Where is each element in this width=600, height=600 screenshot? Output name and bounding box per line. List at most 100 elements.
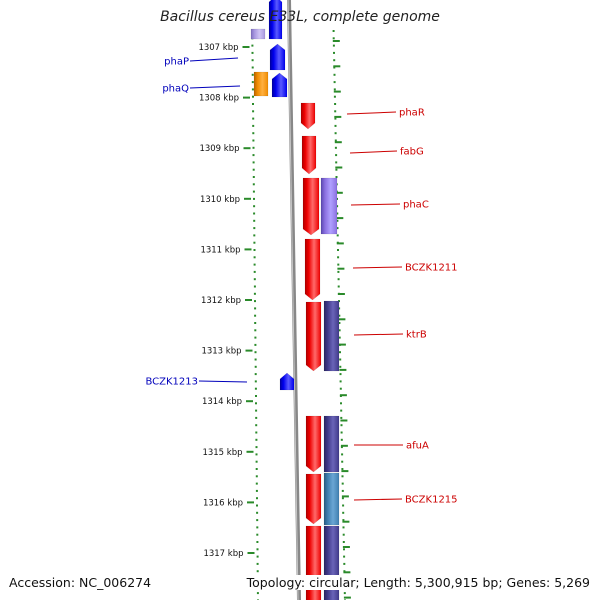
tick-label: 1313 kbp: [201, 347, 241, 357]
tick-mark: [245, 349, 253, 352]
tick-track-left-dot: [252, 95, 254, 98]
tick-track-left-dot: [256, 592, 259, 595]
tick-track-right-dot: [339, 365, 342, 368]
tick-track-right-dot: [333, 95, 336, 98]
tick-track-right-dot: [334, 110, 337, 113]
tick-track-right-dot: [338, 336, 341, 339]
tick-track-right-major: [337, 293, 345, 295]
tick-track-right-major: [342, 520, 350, 523]
tick-track-right-dot: [335, 176, 338, 178]
gene-phaq-orange: [253, 71, 269, 97]
tick-track-right-dot: [342, 511, 345, 514]
gene-ktrb-companion: [323, 300, 340, 372]
tick-track-right-major: [333, 65, 341, 68]
tick-mark: [246, 450, 254, 453]
tick-track-right-dot: [333, 51, 335, 54]
genome-backbone-highlight: [287, 0, 299, 600]
tick-track-right-dot: [341, 475, 344, 478]
tick-track-right-major: [343, 596, 351, 599]
tick-track-right-dot: [336, 234, 339, 237]
tick-track-right-dot: [340, 416, 343, 419]
accession-label: Accession: NC_006274: [8, 575, 153, 590]
tick-track-left-dot: [252, 183, 255, 186]
tick-track-left-dot: [255, 416, 258, 419]
tick-mark: [243, 96, 250, 99]
tick-track-left-dot: [254, 365, 257, 368]
gene-phaq: [271, 72, 288, 98]
tick-track-right-dot: [342, 533, 345, 536]
leader-line-phac: [350, 203, 401, 206]
tick-track-left-dot: [252, 161, 255, 164]
tick-track-right-dot: [334, 132, 337, 135]
tick-track-right-dot: [337, 285, 340, 288]
tick-track-right-dot: [341, 497, 344, 500]
tick-track-left-dot: [255, 431, 258, 434]
tick-track-right-dot: [335, 161, 338, 164]
tick-track-left-dot: [255, 460, 258, 463]
tick-track-left-dot: [252, 168, 255, 171]
tick-mark: [242, 46, 250, 48]
tick-track-left-dot: [256, 526, 259, 529]
leader-line-bczk1213: [198, 380, 248, 383]
tick-track-left-dot: [253, 234, 256, 237]
tick-track-left-dot: [252, 176, 255, 178]
tick-track-left-dot: [251, 88, 254, 91]
tick-track-left-dot: [256, 519, 259, 522]
tick-track-right-major: [338, 343, 346, 346]
tick-track-left-dot: [255, 475, 258, 478]
tick-label: 1310 kbp: [200, 195, 240, 205]
tick-track-right-major: [343, 571, 351, 574]
tick-track-right-dot: [341, 489, 344, 492]
tick-track-left-dot: [254, 336, 257, 339]
tick-track-left-dot: [252, 103, 254, 105]
tick-track-right-dot: [343, 555, 346, 558]
tick-track-right-dot: [343, 570, 346, 573]
tick-track-right-dot: [334, 146, 337, 149]
tick-track-left-dot: [255, 409, 258, 412]
tick-track-right-major: [336, 217, 344, 220]
tick-track-right-major: [340, 444, 348, 447]
tick-track-right-dot: [338, 322, 341, 324]
tick-track-left-dot: [254, 307, 257, 310]
tick-track-left-dot: [252, 146, 255, 149]
leader-line-bczk1211: [352, 266, 403, 269]
tick-track-right-dot: [340, 431, 343, 434]
gene-label-fabg: fabG: [400, 147, 424, 158]
gene-label-phaq: phaQ: [162, 84, 189, 95]
tick-track-left-dot: [256, 555, 259, 558]
tick-mark: [247, 501, 254, 504]
tick-track-right-dot: [340, 409, 343, 412]
tick-track-right-major: [341, 495, 349, 498]
tick-track-left-dot: [252, 190, 255, 193]
tick-track-right-dot: [336, 212, 339, 215]
tick-label: 1312 kbp: [201, 296, 241, 306]
tick-track-right-dot: [339, 387, 342, 390]
tick-track-left-dot: [254, 380, 257, 383]
tick-label: 1314 kbp: [202, 397, 242, 407]
map-title: Bacillus cereus E33L, complete genome: [160, 9, 440, 25]
tick-label: 1316 kbp: [203, 498, 243, 508]
tick-track-right-dot: [343, 562, 346, 565]
tick-mark: [244, 248, 252, 251]
tick-track-right-dot: [335, 168, 338, 171]
gene-label-afua: afuA: [406, 441, 429, 452]
tick-track-right-dot: [333, 59, 336, 62]
tick-track-left-dot: [253, 263, 256, 266]
tick-label: 1317 kbp: [203, 549, 243, 559]
tick-track-right-dot: [342, 504, 345, 507]
tick-label: 1309 kbp: [199, 144, 239, 154]
tick-track-left-dot: [253, 292, 256, 295]
tick-track-left-dot: [254, 314, 257, 317]
tick-track-right-major: [337, 267, 345, 270]
gene-phap: [269, 43, 286, 71]
genome-backbone: [286, 0, 302, 600]
tick-track-right-major: [332, 40, 340, 42]
gene-label-bczk1215: BCZK1215: [405, 495, 458, 506]
tick-track-right-dot: [339, 358, 342, 361]
tick-track-right-dot: [341, 468, 344, 470]
tick-track-left-dot: [253, 212, 256, 215]
tick-track-left-dot: [253, 270, 256, 273]
tick-track-left-dot: [253, 241, 256, 244]
tick-track-left-dot: [254, 329, 257, 332]
tick-track-left-dot: [254, 387, 257, 390]
